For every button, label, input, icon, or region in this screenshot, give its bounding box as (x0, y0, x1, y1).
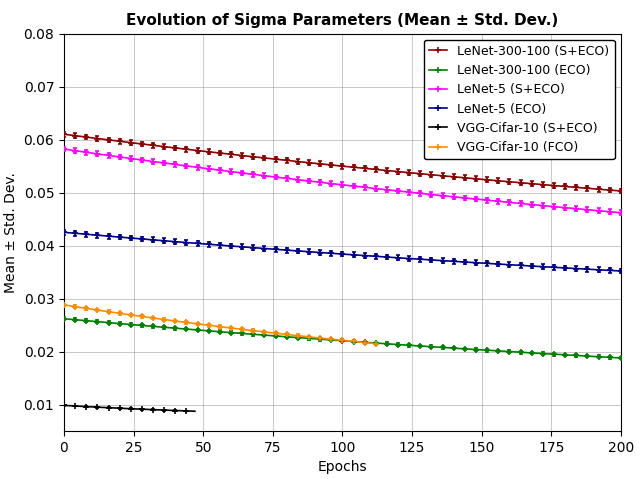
Title: Evolution of Sigma Parameters (Mean ± Std. Dev.): Evolution of Sigma Parameters (Mean ± St… (126, 13, 559, 28)
Legend: LeNet-300-100 (S+ECO), LeNet-300-100 (ECO), LeNet-5 (S+ECO), LeNet-5 (ECO), VGG-: LeNet-300-100 (S+ECO), LeNet-300-100 (EC… (424, 40, 614, 159)
Y-axis label: Mean ± Std. Dev.: Mean ± Std. Dev. (4, 172, 18, 293)
X-axis label: Epochs: Epochs (317, 460, 367, 474)
